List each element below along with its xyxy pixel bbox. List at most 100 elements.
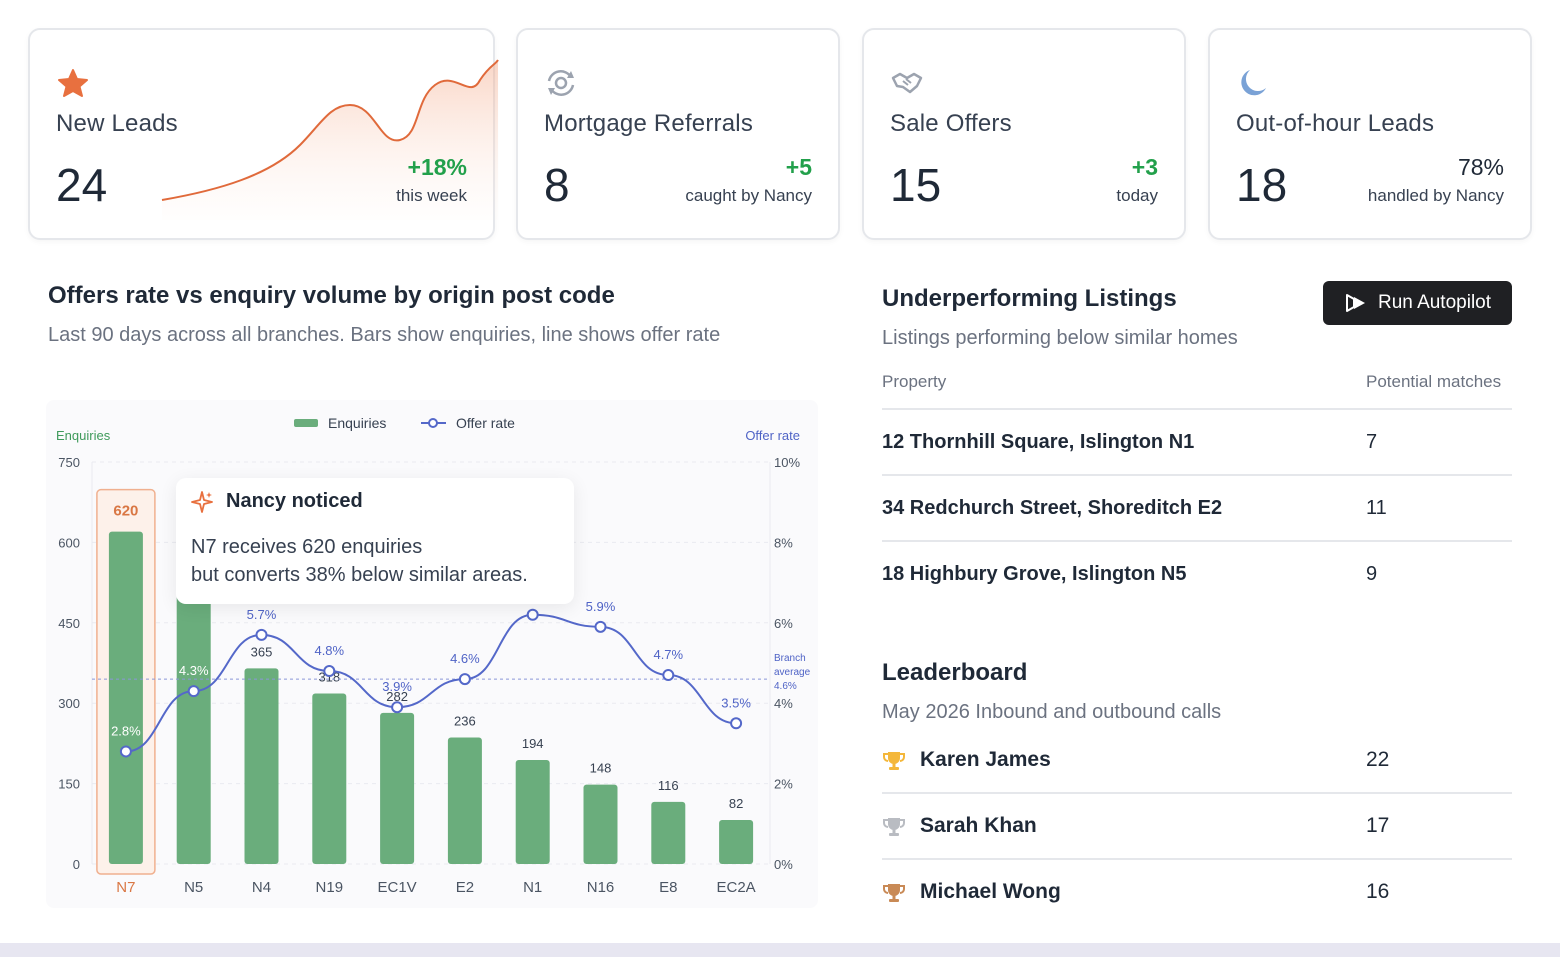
y-tick-left: 0 bbox=[73, 857, 80, 872]
x-tick-label: N19 bbox=[316, 879, 344, 896]
legend-swatch-enquiries bbox=[294, 419, 318, 427]
nancy-callout: Nancy noticed N7 receives 620 enquiries … bbox=[176, 478, 574, 604]
y-tick-left: 600 bbox=[58, 535, 80, 550]
bar-label: 620 bbox=[113, 503, 138, 520]
kpi-sub: today bbox=[1116, 186, 1158, 205]
kpi-card-out-of-hour-leads[interactable]: Out-of-hour Leads 18 78% handled by Nanc… bbox=[1208, 28, 1532, 240]
bar-label: 282 bbox=[386, 689, 408, 704]
offer-rate-label: 4.7% bbox=[653, 647, 683, 662]
offer-rate-point bbox=[391, 701, 404, 714]
kpi-sub: handled by Nancy bbox=[1367, 186, 1504, 205]
kpi-sub: caught by Nancy bbox=[685, 186, 812, 205]
y-tick-right: 8% bbox=[774, 535, 793, 550]
run-autopilot-button[interactable]: Run Autopilot bbox=[1323, 281, 1512, 325]
listings-subtitle: Listings performing below similar homes bbox=[882, 327, 1238, 349]
leaderboard-name: Karen James bbox=[920, 748, 1051, 771]
x-tick-label: E2 bbox=[456, 879, 474, 896]
autopilot-play-icon bbox=[1345, 294, 1365, 312]
combo-chart: 0 150 300 450 600 750 0% 2% 4% 6% 8% 10% Enquiries Of… bbox=[56, 415, 811, 896]
bar-label: 236 bbox=[454, 714, 476, 729]
handshake-icon bbox=[891, 72, 923, 94]
listing-row-property[interactable]: 34 Redchurch Street, Shoreditch E2 bbox=[882, 497, 1223, 519]
offer-rate-label: 5.9% bbox=[586, 599, 616, 614]
kpi-label: Sale Offers bbox=[890, 110, 1012, 137]
x-tick-label: E8 bbox=[659, 879, 677, 896]
kpi-value: 24 bbox=[56, 159, 108, 211]
listings-title: Underperforming Listings bbox=[882, 285, 1177, 312]
refresh-target-icon bbox=[547, 70, 575, 96]
legend-label-offer-rate: Offer rate bbox=[456, 415, 515, 431]
moon-icon bbox=[1241, 70, 1266, 96]
kpi-label: Mortgage Referrals bbox=[544, 110, 754, 137]
listing-row-matches: 9 bbox=[1366, 563, 1378, 585]
callout-line-2: but converts 38% below similar areas. bbox=[191, 564, 528, 586]
kpi-delta: +5 bbox=[785, 154, 812, 180]
leaderboard-count: 17 bbox=[1366, 814, 1390, 837]
kpi-label: Out-of-hour Leads bbox=[1236, 110, 1435, 137]
kpi-card-mortgage-referrals[interactable]: Mortgage Referrals 8 +5 caught by Nancy bbox=[516, 28, 840, 240]
kpi-card-sale-offers[interactable]: Sale Offers 15 +3 today bbox=[862, 28, 1186, 240]
y-tick-right: 6% bbox=[774, 616, 793, 631]
y-tick-left: 300 bbox=[58, 696, 80, 711]
divider bbox=[882, 792, 1512, 794]
col-property-header: Property bbox=[882, 372, 947, 391]
kpi-value: 18 bbox=[1236, 159, 1288, 211]
bronze-trophy-icon bbox=[883, 884, 905, 902]
kpi-label: New Leads bbox=[56, 110, 178, 137]
y-tick-left: 450 bbox=[58, 616, 80, 631]
kpi-value: 8 bbox=[544, 159, 570, 211]
sparkle-icon bbox=[191, 491, 213, 513]
chart-subtitle: Last 90 days across all branches. Bars s… bbox=[48, 324, 721, 346]
y-tick-right: 10% bbox=[774, 455, 800, 470]
leaderboard-name: Sarah Khan bbox=[920, 814, 1037, 837]
callout-title: Nancy noticed bbox=[226, 490, 363, 512]
leaderboard-count: 22 bbox=[1366, 748, 1390, 771]
bar-n1 bbox=[515, 760, 550, 864]
listing-row-property[interactable]: 18 Highbury Grove, Islington N5 bbox=[882, 563, 1187, 585]
y-tick-right: 2% bbox=[774, 777, 793, 792]
offer-rate-label: 5.7% bbox=[247, 607, 277, 622]
divider bbox=[882, 858, 1512, 860]
bar-label: 82 bbox=[729, 796, 743, 811]
branch-average-label: 4.6% bbox=[774, 681, 797, 692]
offer-rate-label: 4.3% bbox=[179, 663, 209, 678]
offer-rate-point bbox=[662, 669, 675, 682]
leaderboard-subtitle: May 2026 Inbound and outbound calls bbox=[882, 701, 1222, 723]
bar-n7 bbox=[108, 531, 143, 864]
bar-label: 116 bbox=[658, 778, 679, 793]
callout-line-1: N7 receives 620 enquiries bbox=[191, 536, 423, 558]
bar-ec1v bbox=[380, 712, 415, 864]
x-tick-label: N5 bbox=[184, 879, 203, 896]
star-icon bbox=[58, 69, 88, 97]
gold-trophy-icon bbox=[883, 752, 905, 770]
listing-row-property[interactable]: 12 Thornhill Square, Islington N1 bbox=[882, 431, 1195, 453]
offer-rate-point bbox=[458, 673, 471, 686]
offer-rate-point bbox=[526, 608, 539, 621]
offer-rate-line bbox=[125, 613, 737, 753]
offer-rate-label: 2.8% bbox=[111, 723, 141, 738]
branch-average-label: Branch bbox=[774, 653, 806, 664]
legend-marker-offer-rate bbox=[428, 418, 438, 428]
offer-rate-point bbox=[119, 745, 132, 758]
offer-rate-label: 4.8% bbox=[314, 643, 344, 658]
kpi-delta: 78% bbox=[1457, 154, 1504, 180]
offer-rate-point bbox=[187, 685, 200, 698]
divider bbox=[882, 474, 1512, 476]
x-tick-label: N16 bbox=[587, 879, 615, 896]
listing-row-matches: 7 bbox=[1366, 431, 1378, 453]
kpi-delta: +3 bbox=[1131, 154, 1158, 180]
run-autopilot-label: Run Autopilot bbox=[1377, 292, 1492, 313]
x-tick-label: N1 bbox=[523, 879, 542, 896]
kpi-card-new-leads[interactable]: New Leads 24 +18% this week bbox=[28, 28, 499, 240]
bar-n5 bbox=[176, 563, 211, 864]
bar-e8 bbox=[651, 801, 686, 864]
y-tick-right: 4% bbox=[774, 696, 793, 711]
offer-rate-label: 3.9% bbox=[382, 679, 412, 694]
offer-rate-point bbox=[594, 620, 607, 633]
kpi-value: 15 bbox=[890, 159, 942, 211]
offer-rate-label: 4.6% bbox=[450, 651, 480, 666]
col-matches-header: Potential matches bbox=[1366, 372, 1502, 391]
bar-n16 bbox=[583, 784, 618, 864]
kpi-sub: this week bbox=[396, 186, 467, 205]
